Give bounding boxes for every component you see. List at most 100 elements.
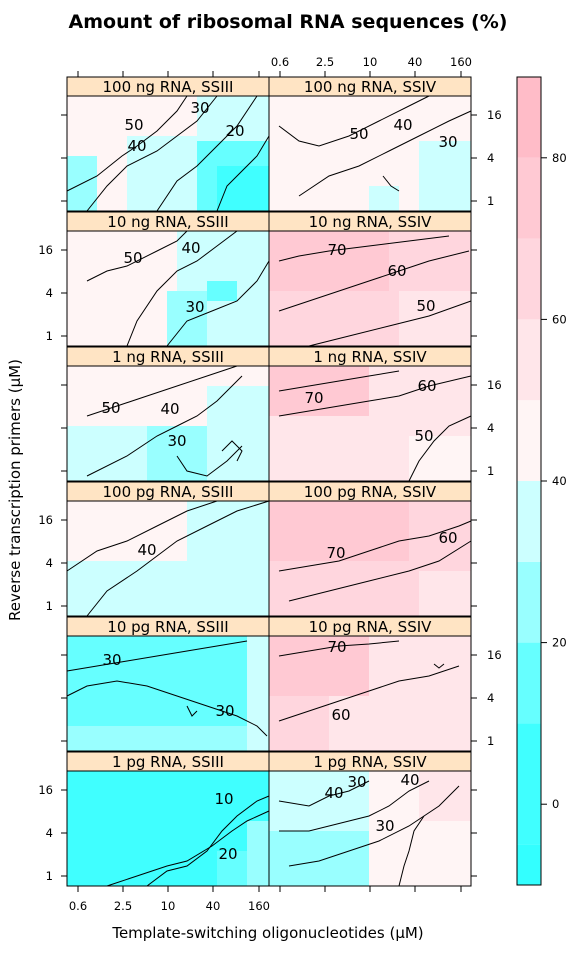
y-tick-label: 16 xyxy=(487,108,502,122)
heatmap-cell xyxy=(167,291,207,346)
heatmap-cell xyxy=(419,771,471,821)
contour-line xyxy=(288,540,472,602)
colorbar-band xyxy=(517,157,541,239)
x-tick-label: 40 xyxy=(408,55,423,69)
y-tick-label: 16 xyxy=(487,648,502,662)
y-tick-label: 1 xyxy=(46,599,53,613)
contour-label: 70 xyxy=(327,241,346,259)
heatmap-cell xyxy=(67,501,87,541)
heatmap-cell xyxy=(217,166,269,211)
panel-title: 1 pg RNA, SSIII xyxy=(112,753,224,771)
contour-line xyxy=(308,300,472,347)
contour-label: 40 xyxy=(400,771,419,789)
contour-label: 40 xyxy=(160,400,179,418)
contour-label: 50 xyxy=(349,125,368,143)
heatmap-cell xyxy=(409,436,471,481)
y-tick-label: 1 xyxy=(46,329,53,343)
contour-line xyxy=(288,785,460,867)
panel-1: 100 ng RNA, SSIII 30 50 40 20 xyxy=(66,76,270,212)
chart-title: Amount of ribosomal RNA sequences (%) xyxy=(69,11,508,33)
contour-line xyxy=(66,500,218,572)
contour-line xyxy=(279,780,430,832)
colorbar-band xyxy=(517,561,541,643)
heatmap-cell xyxy=(369,186,399,211)
contour-line xyxy=(86,365,238,417)
heatmap-cell xyxy=(399,291,471,346)
contour-line xyxy=(278,665,460,722)
heatmap-cell xyxy=(147,426,207,481)
panel-title: 10 pg RNA, SSIV xyxy=(309,618,433,636)
contour-line xyxy=(86,95,218,212)
y-tick-label: 16 xyxy=(487,378,502,392)
contour-label: 60 xyxy=(417,377,436,395)
colorbar: 0 20 40 60 80 xyxy=(516,76,567,886)
heatmap-cell xyxy=(419,141,471,211)
contour-line xyxy=(278,520,472,572)
contour-line xyxy=(86,230,188,282)
x-tick-label: 40 xyxy=(206,899,221,913)
y-axis-label: Reverse transcription primers (μM) xyxy=(6,359,24,621)
contour-label: 60 xyxy=(331,706,350,724)
panel-title: 10 pg RNA, SSIII xyxy=(107,618,228,636)
colorbar-band xyxy=(517,400,541,481)
heatmap-cell xyxy=(207,386,269,481)
y-tick-label: 16 xyxy=(38,783,53,797)
panel-title: 100 pg RNA, SSIV xyxy=(304,483,437,501)
colorbar-tick-label: 40 xyxy=(552,474,567,488)
contour-label: 50 xyxy=(416,297,435,315)
x-tick-label: 160 xyxy=(450,55,472,69)
contour-line xyxy=(278,250,470,312)
heatmap-cell xyxy=(247,821,269,886)
contour-line xyxy=(382,175,400,192)
contour-line xyxy=(278,235,450,262)
contour-line xyxy=(166,260,270,347)
panel-border xyxy=(268,500,472,617)
panel-border xyxy=(268,230,472,347)
contour-line xyxy=(186,705,198,717)
panel-8: 100 pg RNA, SSIV 70 60 xyxy=(268,481,472,617)
heatmap-cell xyxy=(207,281,237,301)
contour-line xyxy=(216,135,270,212)
colorbar-tick-label: 0 xyxy=(552,797,559,811)
x-tick-label: 0.6 xyxy=(271,55,289,69)
panel-title: 1 pg RNA, SSIV xyxy=(313,753,427,771)
contour-line xyxy=(126,230,238,347)
contour-line xyxy=(398,815,425,887)
contour-line xyxy=(176,445,243,477)
contour-label: 40 xyxy=(181,239,200,257)
panel-border xyxy=(268,365,472,482)
contour-line xyxy=(86,375,243,477)
x-tick-label: 2.5 xyxy=(316,55,334,69)
contour-label: 30 xyxy=(375,817,394,835)
contour-label: 20 xyxy=(225,122,244,140)
panel-11: 1 pg RNA, SSIII 10 20 xyxy=(66,751,270,887)
contour-line xyxy=(66,680,268,737)
contour-label: 60 xyxy=(387,262,406,280)
panel-title: 1 ng RNA, SSIV xyxy=(313,348,427,366)
contour-line xyxy=(298,110,472,197)
panel-title: 1 ng RNA, SSIII xyxy=(112,348,224,366)
colorbar-tick-label: 80 xyxy=(552,151,567,165)
panel-title: 100 ng RNA, SSIII xyxy=(103,78,234,96)
panel-title: 100 pg RNA, SSIII xyxy=(103,483,234,501)
y-tick-label: 4 xyxy=(487,421,494,435)
colorbar-tick-label: 60 xyxy=(552,312,567,326)
colorbar-band xyxy=(517,319,541,401)
contour-line xyxy=(106,810,270,887)
contour-line xyxy=(433,663,445,669)
contour-label: 40 xyxy=(137,541,156,559)
y-tick-label: 4 xyxy=(487,691,494,705)
y-tick-label: 1 xyxy=(46,869,53,883)
contour-line xyxy=(146,795,270,887)
heatmap-cell xyxy=(247,636,269,751)
heatmap-cell xyxy=(269,636,369,696)
panel-4: 10 ng RNA, SSIV 70 60 50 xyxy=(268,211,472,347)
contour-line xyxy=(156,95,258,212)
panel-title: 10 ng RNA, SSIII xyxy=(107,213,228,231)
panel-border xyxy=(268,95,472,212)
contour-label: 10 xyxy=(214,790,233,808)
